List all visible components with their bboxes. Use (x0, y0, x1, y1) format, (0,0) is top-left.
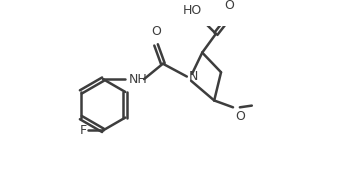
Text: N: N (189, 70, 198, 83)
Text: NH: NH (129, 73, 148, 86)
Text: HO: HO (183, 4, 202, 17)
Text: F: F (80, 124, 87, 137)
Text: O: O (224, 0, 234, 12)
Text: O: O (235, 110, 246, 123)
Text: O: O (151, 25, 161, 38)
